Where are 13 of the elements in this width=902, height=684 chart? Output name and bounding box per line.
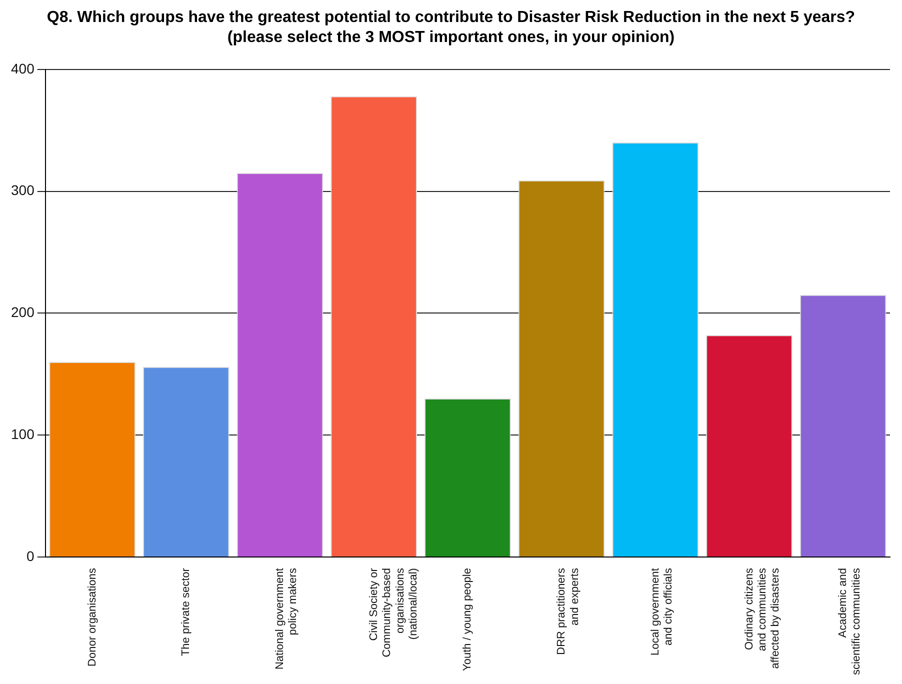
x-tick-label: Donor organisations [86, 568, 98, 666]
y-tick-label: 100 [11, 426, 35, 442]
y-tick-label: 300 [11, 182, 35, 198]
y-tick-label: 400 [11, 60, 35, 76]
y-tick-label: 200 [11, 304, 35, 320]
chart-title: Q8. Which groups have the greatest potential to contribute to Disaster Risk Reduction in the next 5 years? (please select the 3 MOST important ones, in your opinion) [46, 8, 856, 48]
x-tick-label: National government policy makers [274, 568, 300, 670]
x-tick-label: Youth / young people [462, 568, 474, 671]
x-tick-label: The private sector [180, 568, 192, 656]
x-tick-label: Civil Society or Community-based organisations (national/local) [368, 568, 420, 658]
x-tick-label: Local government and city officials [649, 568, 675, 656]
x-tick-label: DRR practitioners and experts [556, 568, 581, 655]
y-tick-label: 0 [26, 548, 35, 564]
